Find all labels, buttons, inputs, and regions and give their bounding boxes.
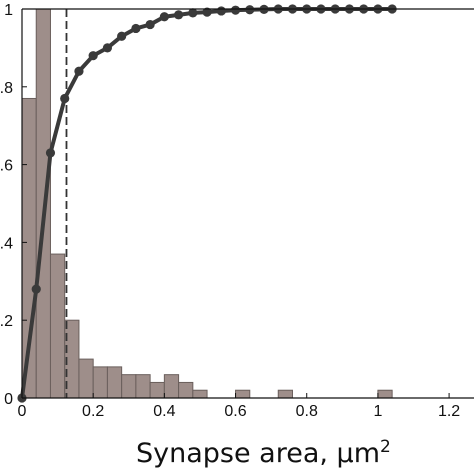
histogram-bar-18 [277,389,293,399]
y-ticks: 0 .2 .4 .6 .8 1 [0,2,27,408]
cumulative-point-11 [173,10,184,20]
cumulative-point-8 [131,23,141,34]
y-tick-label-2: .4 [0,235,13,252]
histogram-bar-8 [135,374,151,399]
cumulative-point-10 [159,12,169,22]
histogram-bar-12 [192,389,208,399]
axes [21,8,474,399]
y-tick-label-3: .6 [0,158,13,175]
cumulative-point-15 [230,5,241,15]
cumulative-point-7 [117,31,127,41]
y-tick-label-4: .8 [0,80,13,97]
x-tick-label-1: 0.2 [82,403,104,420]
histogram-bar-15 [235,389,251,399]
cumulative-point-4 [74,66,84,76]
histogram-bar-6 [106,366,123,399]
cumulative-point-6 [102,43,113,53]
y-tick-label-5: 1 [4,2,13,19]
x-ticks: 0 0.2 0.4 0.6 0.8 1 1.2 [18,393,460,420]
histogram-bar-11 [178,381,194,399]
cumulative-point-1 [31,284,41,294]
histogram-bar-2 [49,253,66,399]
cumulative-point-16 [245,5,255,15]
cumulative-point-3 [60,93,70,104]
cumulative-point-5 [88,51,98,61]
y-tick-label-0: 0 [4,391,13,408]
x-axis-label-superscript: 2 [380,437,391,457]
cumulative-point-14 [216,6,226,16]
x-tick-label-6: 1.2 [438,403,460,420]
cumulative-point-9 [145,19,155,30]
histogram-bar-10 [163,374,180,399]
cumulative-point-2 [45,148,56,158]
cumulative-point-12 [188,8,198,18]
x-tick-label-5: 1 [373,403,382,420]
x-tick-label-3: 0.6 [224,403,246,420]
histogram-bar-9 [149,381,165,399]
y-tick-label-1: .2 [0,313,13,330]
cumulative-point-13 [202,7,212,17]
x-tick-label-2: 0.4 [153,403,175,420]
x-axis-label-text: Synapse area, μm [136,438,380,469]
histogram-bar-4 [78,358,94,399]
histogram-bar-7 [121,374,137,399]
x-tick-label-4: 0.8 [296,403,318,420]
x-axis-label: Synapse area, μm2 [136,437,391,469]
x-tick-label-0: 0 [18,403,27,420]
histogram-bar-5 [92,366,108,399]
histogram-bar-25 [377,389,393,399]
